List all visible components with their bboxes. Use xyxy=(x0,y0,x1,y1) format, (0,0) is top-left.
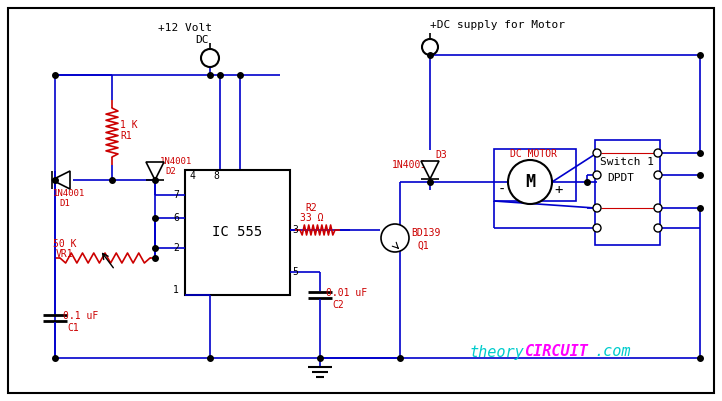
Circle shape xyxy=(593,149,601,157)
Text: DC MOTOR: DC MOTOR xyxy=(510,149,557,159)
Polygon shape xyxy=(421,161,439,179)
Bar xyxy=(494,149,576,201)
Text: C2: C2 xyxy=(332,300,344,310)
Text: 4: 4 xyxy=(189,171,195,181)
Text: 7: 7 xyxy=(173,190,179,200)
Text: 1N4001: 1N4001 xyxy=(160,158,192,166)
Text: DC: DC xyxy=(195,35,209,45)
Circle shape xyxy=(381,224,409,252)
Text: -: - xyxy=(498,183,506,197)
Text: 1: 1 xyxy=(173,285,179,295)
Text: 33 Ω: 33 Ω xyxy=(300,213,323,223)
Text: 50 K: 50 K xyxy=(53,239,77,249)
Text: 1N4001: 1N4001 xyxy=(392,160,427,170)
Text: D1: D1 xyxy=(59,200,70,209)
Text: 1 K: 1 K xyxy=(120,120,138,130)
Bar xyxy=(595,140,660,245)
Text: D3: D3 xyxy=(435,150,447,160)
Polygon shape xyxy=(146,162,164,180)
Circle shape xyxy=(422,39,438,55)
Text: .com: .com xyxy=(594,344,630,360)
Text: Q1: Q1 xyxy=(417,241,429,251)
Circle shape xyxy=(201,49,219,67)
Text: D2: D2 xyxy=(165,168,175,176)
Text: 1N4001: 1N4001 xyxy=(53,190,85,198)
Circle shape xyxy=(654,171,662,179)
Text: 8: 8 xyxy=(213,171,219,181)
Polygon shape xyxy=(52,171,70,189)
Bar xyxy=(185,170,290,295)
Circle shape xyxy=(654,224,662,232)
Text: 0.1 uF: 0.1 uF xyxy=(63,311,98,321)
Text: 6: 6 xyxy=(173,213,179,223)
Text: IC 555: IC 555 xyxy=(212,225,263,239)
Text: 0.01 uF: 0.01 uF xyxy=(326,288,367,298)
Text: +: + xyxy=(554,183,562,197)
Text: R1: R1 xyxy=(120,131,131,141)
Text: 3: 3 xyxy=(292,225,298,235)
Text: +12 Volt: +12 Volt xyxy=(158,23,212,33)
Text: CIRCUIT: CIRCUIT xyxy=(524,344,588,360)
Text: Switch 1: Switch 1 xyxy=(600,157,654,167)
Circle shape xyxy=(593,204,601,212)
Circle shape xyxy=(593,171,601,179)
Circle shape xyxy=(654,149,662,157)
Text: R2: R2 xyxy=(305,203,317,213)
Text: theory: theory xyxy=(470,344,525,360)
Circle shape xyxy=(593,224,601,232)
Text: 2: 2 xyxy=(173,243,179,253)
Text: 5: 5 xyxy=(292,267,298,277)
Text: DPDT: DPDT xyxy=(607,173,634,183)
Text: BD139: BD139 xyxy=(411,228,440,238)
Text: M: M xyxy=(525,173,535,191)
Text: VR1: VR1 xyxy=(56,249,74,259)
Circle shape xyxy=(654,204,662,212)
Circle shape xyxy=(508,160,552,204)
Text: C1: C1 xyxy=(67,323,79,333)
Text: +DC supply for Motor: +DC supply for Motor xyxy=(430,20,565,30)
